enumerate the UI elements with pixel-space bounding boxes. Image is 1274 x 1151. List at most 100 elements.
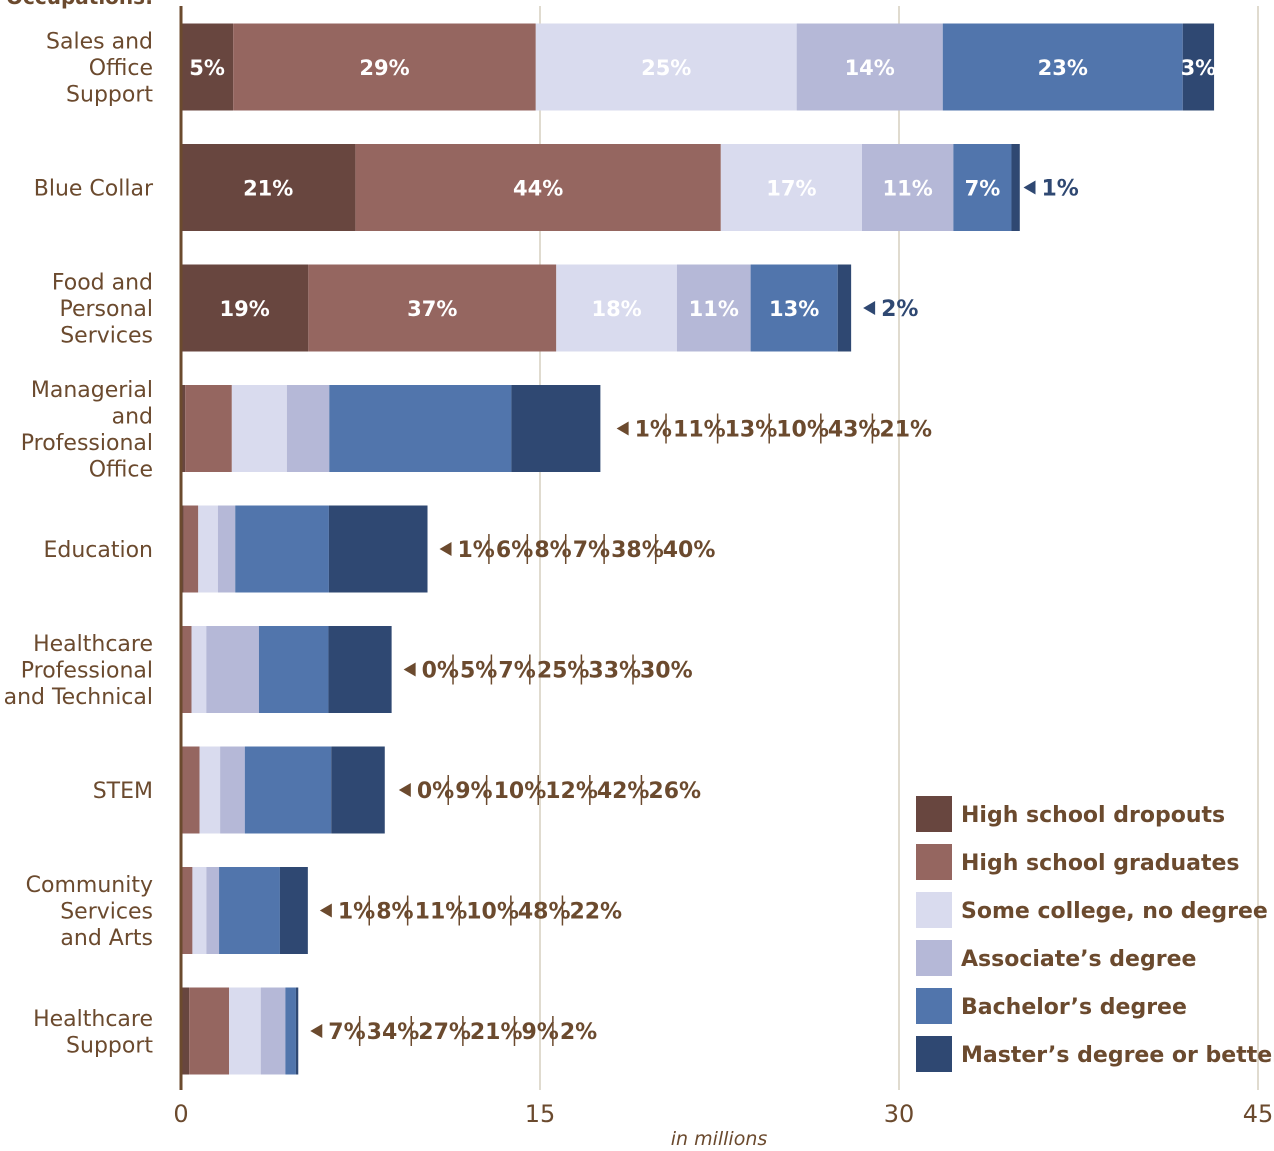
- category-label: Healthcare: [33, 1007, 153, 1032]
- legend-label: Bachelor’s degree: [961, 995, 1187, 1020]
- bar-value-label: 5%: [189, 56, 225, 80]
- pointer-triangle: [439, 542, 452, 556]
- pointer-triangle: [310, 1024, 323, 1038]
- bar-segment: [181, 746, 200, 834]
- bar-segment: [942, 23, 1183, 111]
- legend-swatch: [916, 844, 952, 880]
- bar-segment: [861, 144, 954, 231]
- bar-segment: [329, 385, 512, 472]
- category-label: Education: [43, 538, 153, 563]
- category-label: Community: [26, 873, 153, 898]
- bar-value-label: 2%: [560, 1020, 597, 1045]
- bar-segment: [328, 505, 428, 593]
- bar-value-label: 30%: [640, 659, 693, 684]
- x-axis-unit-label: in millions: [671, 1128, 768, 1150]
- bar-segment: [837, 264, 852, 352]
- legend-label: Master’s degree or better: [961, 1043, 1274, 1068]
- bar-value-label: 44%: [513, 177, 563, 201]
- bar-segment: [1182, 23, 1215, 111]
- category-label: STEM: [93, 779, 153, 804]
- bar-segment: [355, 144, 721, 231]
- bar-value-label: 40%: [663, 538, 716, 563]
- legend-swatch: [916, 988, 952, 1024]
- bar-segment: [185, 385, 232, 472]
- bar-segment: [182, 867, 193, 954]
- legend-label: Some college, no degree: [961, 899, 1268, 924]
- bar-segment: [260, 987, 286, 1075]
- category-label: Services: [60, 900, 153, 925]
- bar-segment: [295, 987, 299, 1075]
- bar-value-label: 18%: [591, 297, 641, 321]
- pointer-triangle: [1023, 180, 1036, 195]
- bar-segment: [183, 505, 199, 593]
- bar-segment: [206, 867, 220, 954]
- bar-segment: [244, 746, 332, 834]
- x-tick-label: 30: [884, 1100, 915, 1128]
- bar-segment: [331, 746, 385, 834]
- pointer-triangle: [403, 662, 416, 677]
- bar-segment: [231, 385, 287, 472]
- pointer-triangle: [398, 783, 411, 797]
- bar-value-label: 13%: [769, 297, 819, 321]
- legend: High school dropouts High school graduate…: [916, 796, 1274, 1072]
- bar-value-label: 14%: [845, 56, 895, 80]
- bar-value-label: 3%: [1181, 56, 1217, 80]
- bar-segment: [219, 867, 280, 954]
- x-tick-label: 0: [173, 1100, 188, 1128]
- category-label: Healthcare: [33, 632, 153, 657]
- bar-segment: [796, 23, 943, 111]
- category-label: Personal: [59, 297, 153, 322]
- bar-segment: [720, 144, 862, 231]
- pointer-triangle: [319, 903, 332, 918]
- bar-segment: [556, 264, 677, 352]
- bar-segment: [229, 987, 261, 1075]
- bar-segment: [181, 264, 309, 352]
- y-axis-title: Occupations:: [6, 0, 153, 9]
- bar-segment: [199, 746, 221, 834]
- bar-segment: [328, 626, 392, 713]
- legend-label: High school dropouts: [961, 803, 1225, 828]
- bars: [181, 23, 1215, 1075]
- bar-value-label: 23%: [1038, 56, 1088, 80]
- bar-value-label: 1%: [1041, 177, 1078, 202]
- bar-segment: [220, 746, 245, 834]
- bar-value-label: 2%: [881, 297, 918, 322]
- bar-segment: [235, 505, 329, 593]
- bar-value-label: 11%: [689, 297, 739, 321]
- category-label: Sales and: [46, 30, 153, 55]
- bar-segment: [308, 264, 557, 352]
- bar-value-label: 22%: [569, 900, 622, 925]
- bar-segment: [206, 626, 259, 713]
- bar-segment: [181, 987, 190, 1075]
- x-tick-label: 45: [1243, 1100, 1274, 1128]
- legend-swatch: [916, 796, 952, 832]
- legend-label: High school graduates: [961, 851, 1239, 876]
- pointer-triangle: [616, 421, 629, 436]
- bar-value-label: 26%: [648, 779, 701, 804]
- bar-value-label: 11%: [883, 177, 933, 201]
- bar-segment: [189, 987, 230, 1075]
- legend-swatch: [916, 1036, 952, 1072]
- bar-segment: [233, 23, 536, 111]
- legend-swatch: [916, 892, 952, 928]
- category-label: Professional: [21, 659, 153, 684]
- category-label: Food and: [52, 271, 153, 296]
- bar-value-label: 21%: [243, 177, 293, 201]
- bar-segment: [181, 144, 356, 231]
- bar-segment: [181, 626, 192, 713]
- bar-segment: [511, 385, 601, 472]
- bar-value-label: 37%: [407, 297, 457, 321]
- category-label: Office: [89, 56, 153, 81]
- category-label: Office: [89, 457, 153, 482]
- bar-segment: [750, 264, 838, 352]
- x-tick-label: 15: [525, 1100, 556, 1128]
- category-label: Services: [60, 324, 153, 349]
- bar-segment: [286, 385, 330, 472]
- bar-segment: [285, 987, 296, 1075]
- bar-segment: [953, 144, 1012, 231]
- legend-swatch: [916, 940, 952, 976]
- pointer-triangle: [863, 301, 876, 315]
- bar-value-label: 25%: [641, 56, 691, 80]
- legend-label: Associate’s degree: [961, 947, 1196, 972]
